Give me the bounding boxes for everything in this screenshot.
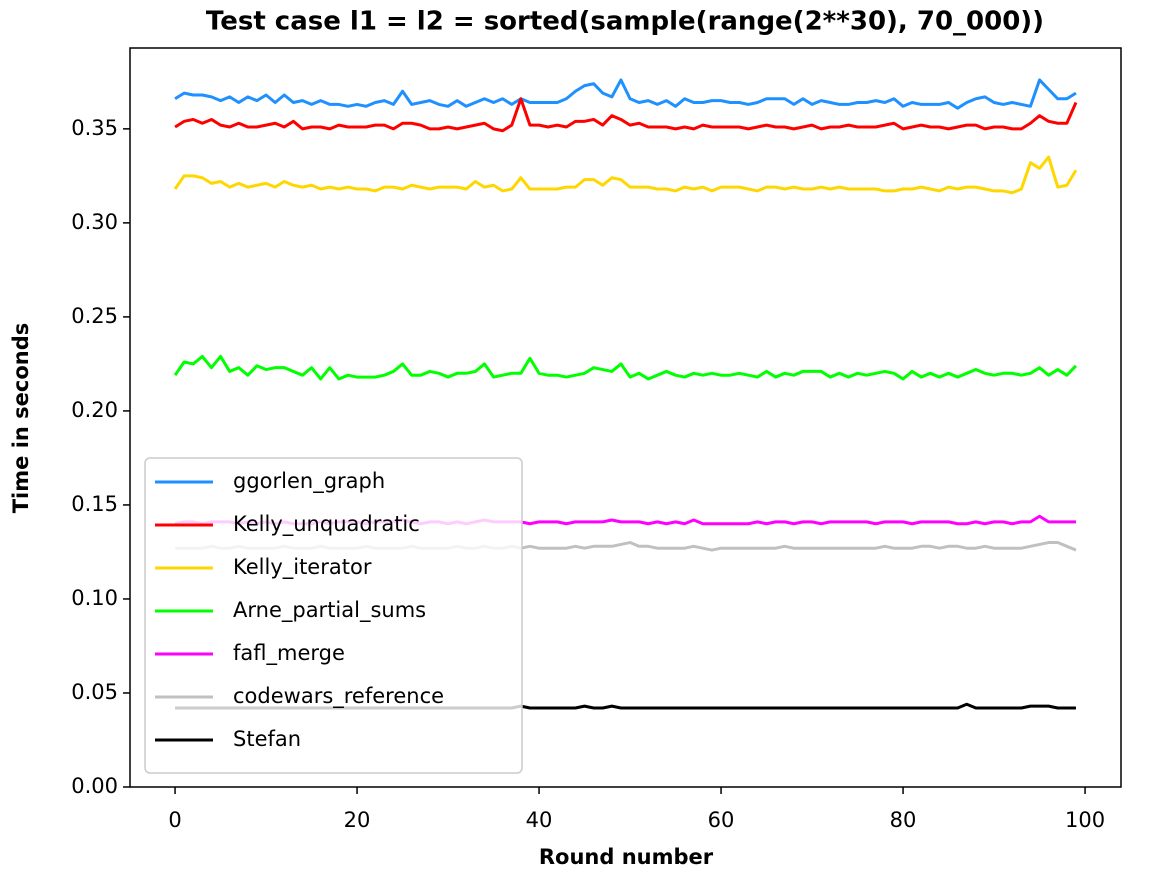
- y-tick-label: 0.20: [71, 398, 118, 422]
- x-tick-label: 60: [708, 808, 735, 832]
- series-line: [173, 155, 1078, 195]
- y-tick-label: 0.00: [71, 774, 118, 798]
- x-tick-label: 40: [526, 808, 553, 832]
- legend-label: Kelly_iterator: [233, 555, 372, 580]
- x-tick-label: 0: [168, 808, 181, 832]
- y-tick-label: 0.30: [71, 210, 118, 234]
- legend-label: Arne_partial_sums: [233, 598, 426, 623]
- y-axis-label: Time in seconds: [9, 323, 33, 514]
- legend: ggorlen_graph Kelly_unquadratic Kelly_iter…: [144, 457, 523, 774]
- legend-frame: [144, 457, 523, 774]
- x-axis-label: Round number: [539, 845, 714, 869]
- y-tick-label: 0.10: [71, 586, 118, 610]
- legend-label: Kelly_unquadratic: [233, 512, 420, 537]
- y-tick-label: 0.15: [71, 492, 118, 516]
- series-line: [174, 78, 1077, 110]
- y-tick-label: 0.05: [71, 680, 118, 704]
- series-line: [174, 97, 1078, 133]
- x-tick-label: 20: [344, 808, 371, 832]
- chart-title: Test case l1 = l2 = sorted(sample(range(…: [206, 7, 1044, 37]
- x-tick-label: 80: [890, 808, 917, 832]
- series-line: [173, 354, 1078, 381]
- legend-label: Stefan: [233, 727, 301, 751]
- y-tick-label: 0.25: [71, 304, 118, 328]
- legend-label: ggorlen_graph: [233, 469, 385, 494]
- y-tick-label: 0.35: [71, 116, 118, 140]
- x-tick-label: 100: [1065, 808, 1105, 832]
- legend-label: codewars_reference: [233, 684, 444, 709]
- legend-label: fafl_merge: [233, 641, 345, 666]
- plot-frame: [129, 47, 1122, 788]
